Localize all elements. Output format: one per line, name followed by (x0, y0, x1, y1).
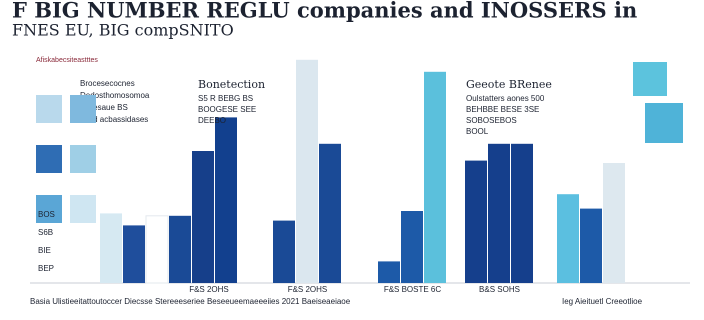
footer: Basia Ulistieeitattoutoccer Diecsse Ster… (30, 297, 351, 306)
panel-tile-label: BIE (38, 246, 51, 255)
bar (192, 151, 214, 283)
bar (123, 225, 145, 283)
panel-line: Sebboesaue BS (70, 103, 128, 112)
panel-tile (70, 145, 96, 173)
panel-line: Brocesecocnes (80, 79, 135, 88)
annotation-title: Geeote BRenee (466, 78, 552, 91)
panel-tile (36, 195, 62, 223)
bar (424, 71, 446, 283)
annotation-title: Bonetection (198, 78, 265, 91)
panel-tile-label: BEP (38, 264, 54, 273)
bar (465, 160, 487, 283)
panel-line: Babaed acbassidases (70, 115, 148, 124)
bar (488, 143, 510, 283)
panel-tile (36, 145, 62, 173)
bar (296, 59, 318, 283)
bar (557, 194, 579, 283)
chart-subtitle: FNES EU, BIG compSNITO (12, 21, 234, 40)
annotation-line: BEHBBE BESE 3SE (466, 105, 539, 114)
bar (215, 117, 237, 284)
annotation-line: BOOGESE SEE (198, 105, 256, 114)
annotation-line: DEEBO (198, 116, 226, 125)
tile (633, 62, 667, 96)
chart-title: F BIG NUMBER REGLU companies and INOSSER… (12, 0, 637, 23)
bar (100, 213, 122, 283)
panel-tile (70, 195, 96, 223)
panel-tile-label: BOS (38, 210, 55, 219)
bar (319, 143, 341, 283)
bar (378, 261, 400, 283)
annotation-line: SOBOSEBOS (466, 116, 517, 125)
panel-heading: Afiskabecsiteastttes (36, 57, 98, 64)
bar (603, 163, 625, 283)
bar (401, 211, 423, 283)
group-label: B&S SOHS (479, 285, 520, 294)
annotation-line: Oulstatters aones 500 (466, 94, 545, 103)
footer: Ieg Aieituetl Creeotlioe (562, 297, 643, 306)
panel-line: Dedosthomosomoa (80, 91, 150, 100)
annotation-line: BOOL (466, 127, 489, 136)
panel-tile (70, 95, 96, 123)
panel-tile-label: S6B (38, 228, 53, 237)
annotation-line: S5 R BEBG BS (198, 94, 253, 103)
bar (145, 215, 169, 284)
bar (580, 208, 602, 283)
group-label: F&S 2OHS (189, 285, 229, 294)
bar (169, 215, 191, 283)
group-label: F&S BOSTE 6C (384, 285, 442, 294)
panel-tile (36, 95, 62, 123)
tile (645, 103, 683, 143)
group-label: F&S 2OHS (288, 285, 328, 294)
bar (273, 220, 295, 283)
bar (511, 143, 533, 283)
